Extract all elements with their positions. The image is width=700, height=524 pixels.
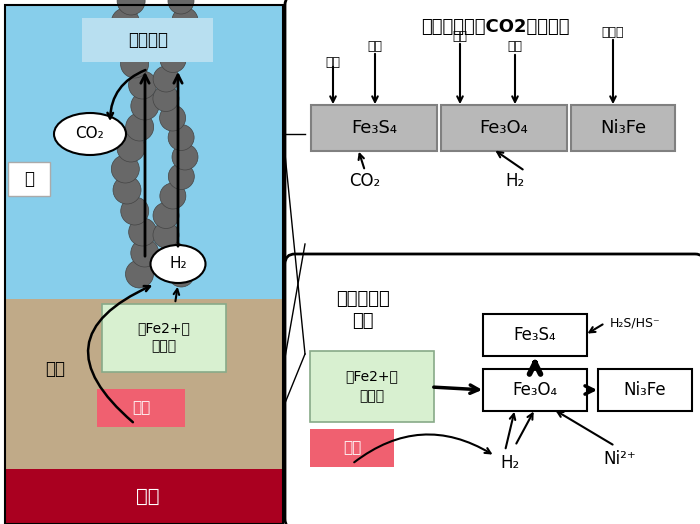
Bar — [5, 299, 283, 469]
Text: 甲醇: 甲醇 — [452, 30, 468, 43]
Circle shape — [153, 222, 179, 248]
Text: Fe₃O₄: Fe₃O₄ — [480, 119, 528, 137]
FancyBboxPatch shape — [483, 369, 587, 411]
Text: Ni²⁺: Ni²⁺ — [603, 450, 636, 468]
FancyBboxPatch shape — [82, 18, 213, 62]
Circle shape — [131, 239, 159, 267]
Circle shape — [117, 0, 145, 15]
Circle shape — [169, 27, 195, 53]
FancyBboxPatch shape — [285, 254, 700, 524]
Circle shape — [125, 260, 153, 288]
Text: 丙酮酸: 丙酮酸 — [602, 26, 624, 38]
Text: 地壳: 地壳 — [45, 360, 65, 378]
Text: 岩浆: 岩浆 — [136, 486, 160, 506]
Circle shape — [131, 92, 159, 120]
FancyBboxPatch shape — [571, 105, 675, 151]
FancyBboxPatch shape — [311, 105, 437, 151]
Circle shape — [168, 0, 194, 14]
Circle shape — [129, 71, 157, 99]
Text: 含Fe2+的: 含Fe2+的 — [138, 321, 190, 335]
Text: 甲酸: 甲酸 — [368, 40, 382, 53]
FancyBboxPatch shape — [285, 0, 700, 269]
Circle shape — [111, 8, 139, 36]
FancyBboxPatch shape — [310, 351, 434, 422]
Text: 反应: 反应 — [352, 312, 374, 330]
Circle shape — [168, 163, 195, 190]
Circle shape — [160, 47, 186, 72]
Text: H₂: H₂ — [505, 172, 524, 190]
Text: 含Fe2+的: 含Fe2+的 — [346, 369, 398, 383]
Circle shape — [160, 105, 186, 131]
Circle shape — [111, 155, 139, 183]
Circle shape — [117, 134, 145, 162]
Circle shape — [129, 218, 157, 246]
Bar — [5, 469, 283, 524]
Circle shape — [113, 176, 141, 204]
Circle shape — [125, 113, 153, 141]
Bar — [5, 5, 283, 524]
Text: Fe₃S₄: Fe₃S₄ — [514, 326, 556, 344]
FancyBboxPatch shape — [102, 304, 226, 372]
Text: Ni₃Fe: Ni₃Fe — [600, 119, 646, 137]
Circle shape — [172, 7, 198, 34]
Text: 矿物质合成: 矿物质合成 — [336, 290, 390, 308]
Circle shape — [153, 202, 179, 228]
Circle shape — [160, 183, 186, 209]
FancyBboxPatch shape — [441, 105, 567, 151]
Circle shape — [153, 85, 179, 112]
Text: H₂S/HS⁻: H₂S/HS⁻ — [610, 316, 661, 330]
Text: 矿物质表面的CO2还原反应: 矿物质表面的CO2还原反应 — [421, 18, 569, 36]
Circle shape — [113, 29, 141, 57]
Text: Fe₃S₄: Fe₃S₄ — [351, 119, 397, 137]
Text: 热水: 热水 — [132, 400, 150, 416]
Circle shape — [168, 261, 194, 287]
FancyBboxPatch shape — [598, 369, 692, 411]
Text: H₂: H₂ — [500, 454, 519, 472]
Circle shape — [120, 197, 148, 225]
Circle shape — [168, 125, 194, 150]
Circle shape — [172, 144, 198, 170]
Text: 甲烷: 甲烷 — [326, 56, 340, 69]
Text: Ni₃Fe: Ni₃Fe — [624, 381, 666, 399]
Text: 乙酸: 乙酸 — [508, 40, 522, 53]
Circle shape — [120, 50, 148, 78]
Text: H₂: H₂ — [169, 257, 187, 271]
Text: CO₂: CO₂ — [76, 126, 104, 141]
Text: 水: 水 — [24, 170, 34, 188]
Text: 热水喷口: 热水喷口 — [128, 31, 168, 49]
FancyBboxPatch shape — [8, 162, 50, 196]
Text: CO₂: CO₂ — [349, 172, 381, 190]
Circle shape — [153, 66, 179, 92]
FancyBboxPatch shape — [97, 389, 185, 427]
Ellipse shape — [54, 113, 126, 155]
FancyBboxPatch shape — [483, 314, 587, 356]
Text: Fe₃O₄: Fe₃O₄ — [512, 381, 558, 399]
Text: 矿物质: 矿物质 — [359, 389, 384, 403]
Bar — [5, 5, 283, 299]
Text: 热水: 热水 — [343, 441, 361, 455]
Text: 矿物质: 矿物质 — [151, 339, 176, 353]
Ellipse shape — [150, 245, 206, 283]
Circle shape — [160, 242, 186, 267]
FancyBboxPatch shape — [310, 429, 394, 467]
